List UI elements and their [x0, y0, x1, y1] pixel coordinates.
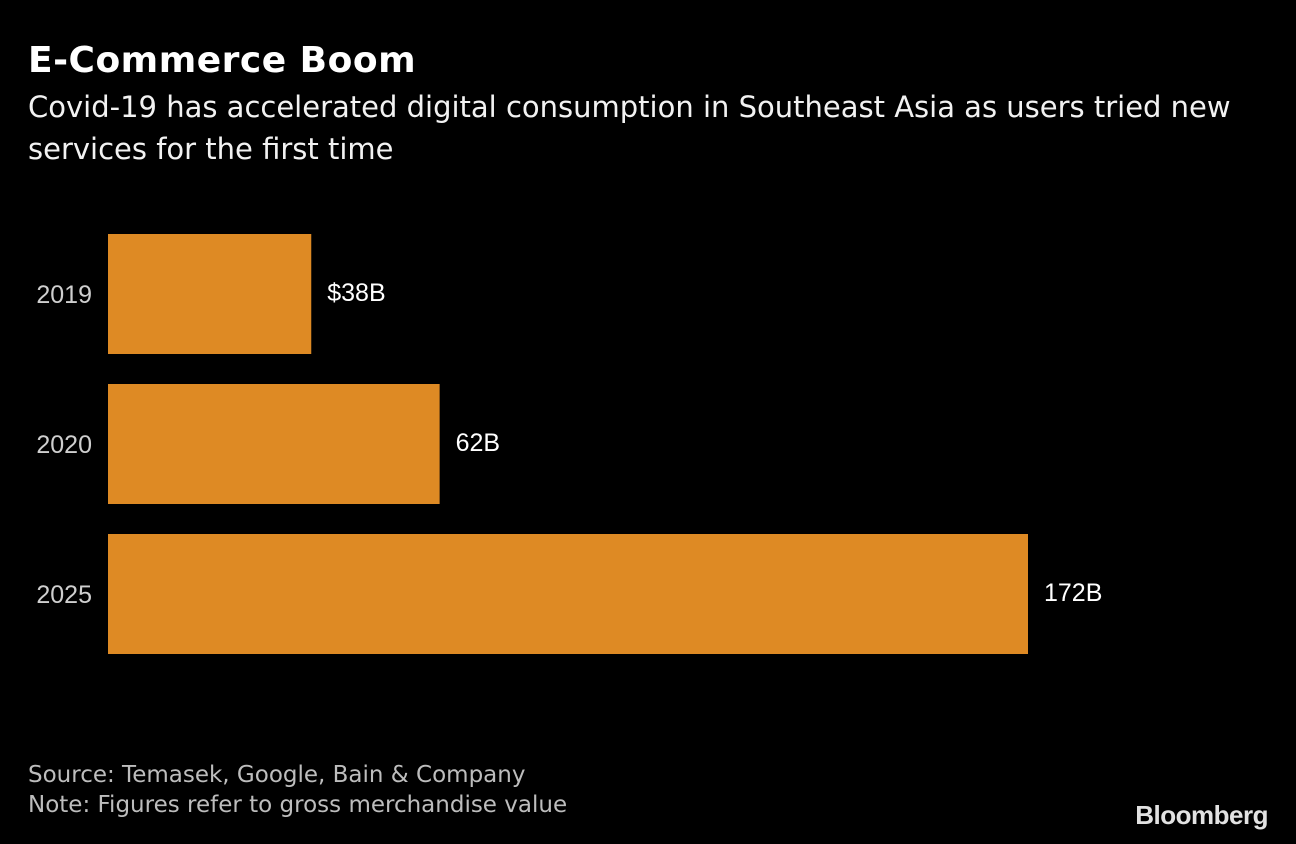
- category-label: 2019: [36, 281, 92, 309]
- bar-2025: [108, 534, 1028, 654]
- category-label: 2020: [36, 431, 92, 459]
- data-label: 62B: [456, 429, 500, 457]
- chart-title: E-Commerce Boom: [28, 40, 417, 81]
- footnote: Note: Figures refer to gross merchandise…: [28, 792, 568, 818]
- source-note: Source: Temasek, Google, Bain & Company: [28, 762, 526, 788]
- bar-2020: [108, 384, 440, 504]
- chart-subtitle: Covid-19 has accelerated digital consump…: [28, 90, 1231, 166]
- bar-2019: [108, 234, 312, 354]
- bloomberg-logo: Bloomberg: [1135, 800, 1268, 830]
- category-label: 2025: [36, 581, 92, 609]
- data-label: $38B: [327, 279, 385, 307]
- data-label: 172B: [1044, 579, 1102, 607]
